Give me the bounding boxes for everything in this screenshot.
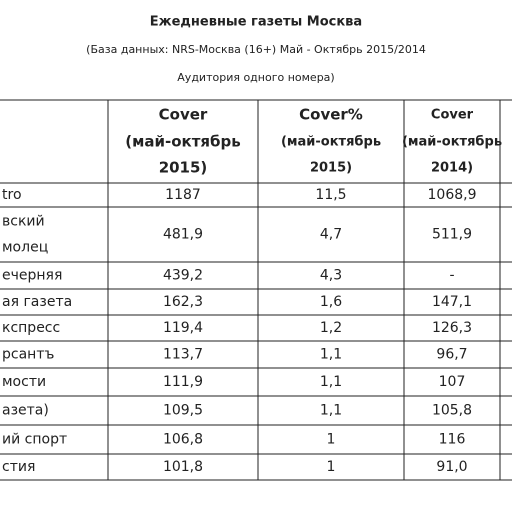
- cell: 91,0: [436, 459, 467, 475]
- cell: 116: [439, 432, 466, 448]
- cell: 1,1: [320, 403, 342, 419]
- row-label: азета): [2, 403, 49, 419]
- row-label: молец: [2, 240, 48, 256]
- row-label: рсантъ: [2, 347, 54, 363]
- cell: 106,8: [163, 432, 203, 448]
- column-header: 2015): [159, 159, 208, 177]
- cell: 11,5: [315, 187, 346, 203]
- cell: 481,9: [163, 227, 203, 243]
- cell: 113,7: [163, 347, 203, 363]
- column-header: (май-октябрь: [125, 133, 240, 151]
- cell: 119,4: [163, 320, 203, 336]
- row-label: tro: [2, 187, 22, 203]
- column-header: Cover%: [299, 106, 363, 124]
- cell: 1,2: [320, 320, 342, 336]
- cell: 439,2: [163, 268, 203, 284]
- cell: 1: [327, 432, 336, 448]
- cell: 111,9: [163, 374, 203, 390]
- cell: 147,1: [432, 294, 472, 310]
- cell: -: [449, 268, 454, 284]
- row-label: ечерняя: [2, 268, 62, 284]
- row-label: вский: [2, 214, 45, 230]
- column-header: 2015): [310, 161, 352, 176]
- column-header: Cover: [431, 108, 474, 123]
- row-label: ая газета: [2, 294, 72, 310]
- cell: 1: [327, 459, 336, 475]
- cell: 107: [439, 374, 466, 390]
- cell: 1,1: [320, 347, 342, 363]
- cell: 105,8: [432, 403, 472, 419]
- cell: 109,5: [163, 403, 203, 419]
- row-label: ий спорт: [2, 432, 67, 448]
- column-header: (май-октябрь: [281, 135, 381, 150]
- row-label: кспресс: [2, 320, 60, 336]
- cell: 96,7: [436, 347, 467, 363]
- subtitle: Аудитория одного номера): [177, 71, 334, 84]
- row-label: стия: [2, 459, 35, 475]
- cell: 1,1: [320, 374, 342, 390]
- cell: 511,9: [432, 227, 472, 243]
- row-label: мости: [2, 374, 46, 390]
- cell: 4,3: [320, 268, 342, 284]
- cell: 162,3: [163, 294, 203, 310]
- subtitle: (База данных: NRS-Москва (16+) Май - Окт…: [86, 43, 426, 56]
- cell: 101,8: [163, 459, 203, 475]
- title: Ежедневные газеты Москва: [150, 15, 362, 30]
- cell: 1187: [165, 187, 201, 203]
- cell: 1,6: [320, 294, 342, 310]
- column-header: (май-октябрь: [402, 135, 502, 150]
- cell: 4,7: [320, 227, 342, 243]
- cell: 1068,9: [428, 187, 477, 203]
- cell: 126,3: [432, 320, 472, 336]
- column-header: Cover: [159, 106, 208, 124]
- column-header: 2014): [431, 161, 473, 176]
